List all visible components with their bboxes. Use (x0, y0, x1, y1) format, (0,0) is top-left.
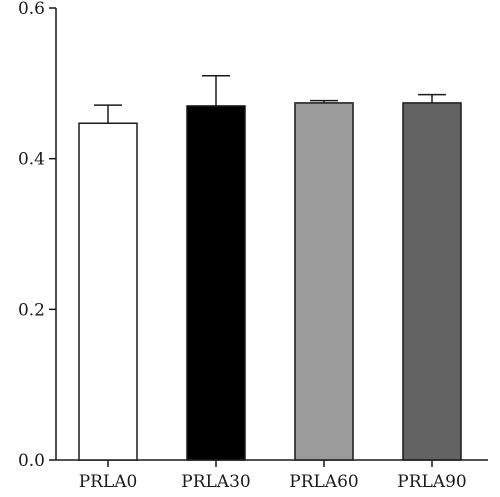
bars (78, 102, 462, 461)
y-tick-label: 0.4 (18, 150, 45, 170)
bar (186, 105, 246, 461)
bar (294, 102, 354, 461)
y-tick-label: 0.6 (18, 0, 45, 19)
bar (78, 122, 138, 461)
x-tick-label: PRLA60 (289, 472, 358, 492)
y-tick-label: 0.0 (18, 451, 45, 471)
bar (402, 102, 462, 461)
tick-labels: 0.0 0.2 0.4 0.6 PRLA0 PRLA30 PRLA60 PRLA90 (18, 0, 467, 492)
x-tick-label: PRLA90 (397, 472, 466, 492)
error-bars (94, 75, 446, 124)
x-tick-label: PRLA30 (181, 472, 250, 492)
y-tick-label: 0.2 (18, 300, 45, 320)
x-tick-label: PRLA0 (79, 472, 138, 492)
